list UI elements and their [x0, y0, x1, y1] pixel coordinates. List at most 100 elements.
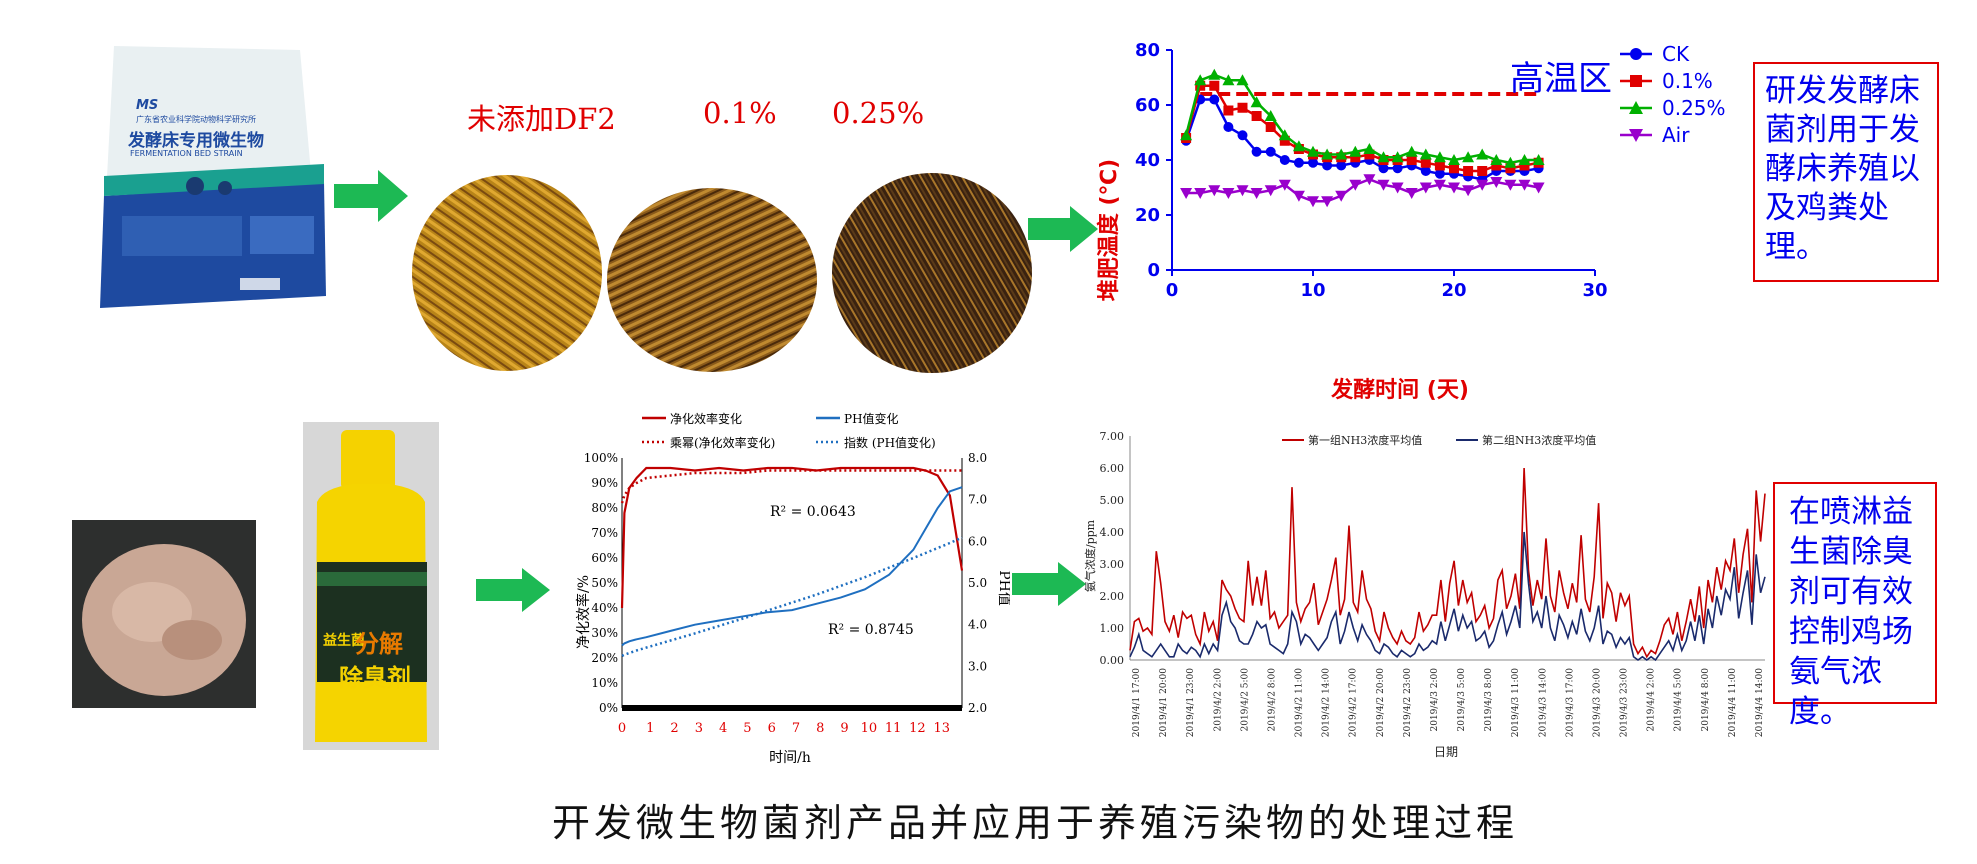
y-tick-label: 5.00 — [1100, 494, 1125, 507]
x-tick-label: 2019/4/3 2:00 — [1430, 668, 1440, 732]
y2-tick-label: 3.0 — [968, 659, 987, 673]
x-tick-label: 2019/4/4 11:00 — [1728, 668, 1738, 737]
compost-note: 研发发酵床菌剂用于发酵床养殖以及鸡粪处理。 — [1753, 62, 1939, 282]
ammonia-concentration-chart: 0.00 1.00 2.00 3.00 4.00 5.00 6.00 7.00 2019/4/1… — [1083, 430, 1766, 759]
data-point — [1278, 129, 1291, 141]
y-tick-label: 50% — [591, 576, 618, 590]
x-axis-bar — [622, 705, 962, 711]
x-tick-label: 12 — [909, 721, 926, 736]
y-tick-label: 90% — [591, 476, 618, 490]
data-point — [1194, 74, 1207, 86]
x-tick-label: 10 — [1300, 280, 1325, 301]
ph-y2-axis-label: PH值 — [996, 570, 1010, 606]
compost-temperature-chart: 0 20 40 60 80 0 10 20 30 高温区 堆肥温度 (℃) 发酵时间 (天) C… — [1096, 40, 1726, 403]
data-point — [1321, 196, 1334, 208]
legend-label: 0.1% — [1662, 69, 1713, 93]
legend-label: CK — [1662, 42, 1690, 66]
data-point — [1490, 154, 1503, 165]
data-point — [1265, 122, 1276, 132]
x-tick-label: 2 — [670, 721, 678, 736]
legend-label: PH值变化 — [844, 411, 899, 426]
x-tick-label: 6 — [768, 721, 776, 736]
data-point — [1630, 75, 1642, 87]
x-tick-label: 2019/4/4 14:00 — [1755, 668, 1765, 737]
y-tick-label: 70% — [591, 526, 618, 540]
series-line — [621, 486, 963, 647]
x-tick-label: 2019/4/3 14:00 — [1538, 668, 1548, 737]
bag-title-en: FERMENTATION BED STRAIN — [130, 149, 243, 158]
data-point — [1491, 160, 1502, 171]
bottle-name: 除臭剂 — [339, 664, 411, 692]
data-point — [1251, 111, 1262, 121]
data-point — [1476, 148, 1489, 160]
series-line — [620, 466, 964, 609]
y-tick-label: 0 — [1147, 260, 1160, 281]
data-point — [1349, 145, 1362, 157]
temp-y-axis-label: 堆肥温度 (℃) — [1096, 159, 1122, 301]
y-tick-label: 20 — [1135, 205, 1160, 226]
y-tick-label: 2.00 — [1100, 590, 1125, 603]
temp-x-axis-label: 发酵时间 (天) — [1330, 377, 1469, 403]
data-point — [1490, 177, 1503, 188]
data-point — [1208, 68, 1221, 80]
data-point — [1279, 155, 1290, 165]
deodorant-bottle-photo: 益生菌 分解 除臭剂 — [303, 422, 439, 750]
x-tick-label: 2019/4/3 20:00 — [1592, 668, 1602, 737]
data-point — [1391, 182, 1404, 194]
y2-tick-label: 2.0 — [968, 701, 987, 715]
powder-photo — [72, 520, 256, 708]
data-point — [1364, 149, 1375, 160]
x-tick-label: 2019/4/3 5:00 — [1457, 668, 1467, 732]
y-tick-label: 1.00 — [1100, 622, 1125, 635]
x-tick-label: 2019/4/2 2:00 — [1213, 668, 1223, 732]
data-point — [1433, 151, 1446, 163]
x-tick-label: 2019/4/3 23:00 — [1620, 668, 1630, 737]
x-tick-label: 0 — [618, 721, 626, 736]
y-tick-label: 0.00 — [1100, 654, 1125, 667]
x-tick-label: 2019/4/4 5:00 — [1674, 668, 1684, 732]
figure-caption: 开发微生物菌剂产品并应用于养殖污染物的处理过程 — [552, 801, 1519, 845]
y2-tick-label: 6.0 — [968, 534, 987, 548]
nh3-y-axis-label: 氨气浓度/ppm — [1083, 519, 1097, 592]
data-point — [1223, 122, 1234, 132]
data-point — [1236, 74, 1249, 86]
y-tick-label: 6.00 — [1100, 462, 1125, 475]
data-point — [1420, 157, 1431, 168]
x-tick-label: 2019/4/4 8:00 — [1701, 668, 1711, 732]
legend-label: 乘幂(净化效率变化) — [670, 435, 775, 450]
data-point — [1405, 188, 1418, 199]
data-point — [1222, 188, 1235, 199]
x-tick-label: 5 — [743, 721, 751, 736]
data-point — [1292, 140, 1305, 152]
data-point — [1278, 179, 1291, 191]
r2-ph-label: R² = 0.8745 — [828, 622, 914, 638]
x-tick-label: 30 — [1582, 280, 1607, 301]
y2-tick-label: 7.0 — [968, 493, 987, 507]
x-tick-label: 2019/4/2 5:00 — [1240, 668, 1250, 732]
x-tick-label: 13 — [933, 721, 950, 736]
y-tick-label: 60 — [1135, 95, 1160, 116]
bottle-brand: 益生菌 — [323, 633, 365, 649]
data-point — [1250, 188, 1263, 199]
y-tick-label: 80 — [1135, 40, 1160, 61]
x-tick-label: 2019/4/2 11:00 — [1295, 668, 1305, 737]
bedding-label-control: 未添加DF2 — [467, 102, 616, 136]
data-point — [1237, 130, 1248, 141]
legend-label: 净化效率变化 — [670, 411, 742, 426]
data-point — [1532, 154, 1545, 165]
x-tick-label: 2019/4/1 23:00 — [1186, 668, 1196, 737]
data-point — [1336, 160, 1347, 171]
x-tick-label: 8 — [816, 721, 824, 736]
y-tick-label: 40% — [591, 601, 618, 615]
data-point — [1209, 80, 1220, 91]
data-point — [1406, 155, 1417, 165]
data-point — [1448, 154, 1460, 165]
x-tick-label: 2019/4/2 8:00 — [1267, 668, 1277, 732]
data-point — [1477, 166, 1488, 176]
legend-label: Air — [1662, 123, 1690, 147]
data-point — [1504, 179, 1517, 191]
data-point — [1434, 160, 1445, 171]
data-point — [1363, 143, 1376, 154]
data-point — [1463, 166, 1474, 176]
y-tick-label: 100% — [584, 451, 618, 465]
